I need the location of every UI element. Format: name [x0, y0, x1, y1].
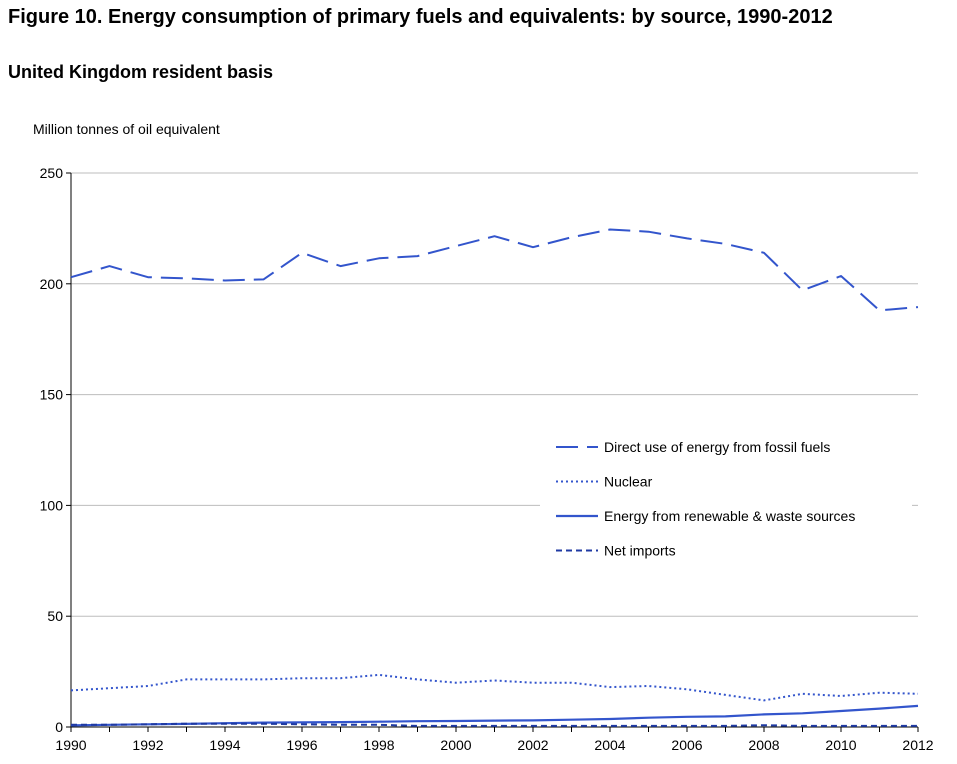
series-line-0: [70, 228, 919, 312]
x-tick-label: 1998: [363, 737, 394, 753]
y-tick-label: 100: [40, 497, 64, 513]
series-lines: [70, 228, 919, 727]
x-tick-label: 2010: [825, 737, 856, 753]
x-tick-label: 2000: [440, 737, 471, 753]
legend-background: [540, 430, 912, 570]
y-axis-label: Million tonnes of oil equivalent: [33, 121, 220, 137]
x-tick-label: 2008: [748, 737, 779, 753]
x-tick-label: 2006: [671, 737, 702, 753]
x-tick-label: 1994: [209, 737, 240, 753]
chart-title: Figure 10. Energy consumption of primary…: [8, 6, 833, 28]
x-tick-label: 2012: [902, 737, 933, 753]
legend: Direct use of energy from fossil fuels Nu…: [540, 430, 912, 570]
y-tick-label: 250: [40, 165, 64, 181]
x-tick-label: 2004: [594, 737, 625, 753]
legend-label-0: Direct use of energy from fossil fuels: [604, 439, 830, 455]
x-tick-label: 1992: [132, 737, 163, 753]
chart-subtitle: United Kingdom resident basis: [8, 62, 274, 82]
y-tick-label: 150: [40, 387, 64, 403]
tick-labels: 0 50 100 150 200 250 1990 1992 1994 1996 1998 2000 2…: [40, 165, 934, 753]
series-line-1: [70, 673, 919, 702]
y-tick-label: 0: [55, 719, 63, 735]
legend-label-3: Net imports: [604, 543, 676, 559]
y-tick-label: 200: [40, 276, 64, 292]
gridlines: [71, 172, 918, 617]
series-line-2: [70, 704, 919, 727]
series-line-3: [71, 722, 918, 727]
legend-label-2: Energy from renewable & waste sources: [604, 508, 855, 524]
y-tick-label: 50: [47, 608, 63, 624]
legend-label-1: Nuclear: [604, 474, 653, 490]
x-tick-label: 1990: [55, 737, 86, 753]
x-tick-label: 1996: [286, 737, 317, 753]
x-tick-label: 2002: [517, 737, 548, 753]
axes: [66, 172, 919, 732]
